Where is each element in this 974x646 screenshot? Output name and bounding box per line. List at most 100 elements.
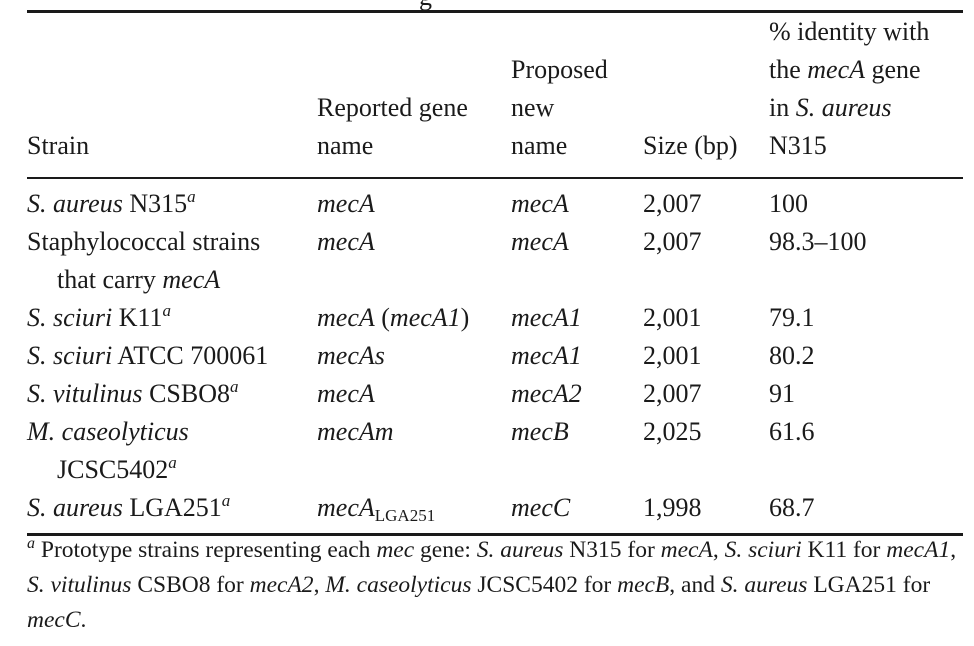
strain-line: S. sciuri K11a: [27, 299, 317, 337]
cell-percent-identity: 91: [769, 379, 795, 408]
cell-percent-identity: 98.3–100: [769, 227, 867, 256]
text-run: S. sciuri: [724, 537, 802, 563]
header-line: % identity with: [769, 13, 963, 51]
cell-strain: Staphylococcal strains that carry mecA: [27, 223, 317, 299]
text-run: mecAm: [317, 417, 394, 446]
text-run: mecA1: [389, 303, 461, 332]
header-proposed-new-name: Proposed new name: [511, 12, 643, 179]
text-run: .: [80, 607, 87, 633]
header-line: Reported gene: [317, 93, 468, 122]
text-run: gene: [865, 55, 921, 84]
header-line: name: [317, 131, 374, 160]
strain-line: S. aureus LGA251a: [27, 489, 317, 527]
table-row: S. vitulinus CSBO8a mecA mecA2 2,007 91: [27, 375, 963, 413]
text-run: N315: [122, 189, 188, 218]
cell-size: 2,001: [643, 341, 702, 370]
header-strain: Strain: [27, 12, 317, 179]
table-row: S. sciuri ATCC 700061 mecAs mecA1 2,001 80.2: [27, 337, 963, 375]
text-run: mecA2: [511, 379, 582, 408]
header-line: new: [511, 93, 555, 122]
strain-line: S. aureus N315a: [27, 185, 317, 223]
strain-line: S. sciuri ATCC 700061: [27, 337, 317, 375]
subscript-text: LGA251: [374, 506, 436, 525]
text-run: mecA1: [511, 303, 582, 332]
footnote-marker: a: [168, 453, 177, 472]
text-run: Prototype strains representing each: [35, 537, 377, 563]
cell-reported-gene-name: mecA: [317, 178, 511, 223]
text-run: mecB: [511, 417, 569, 446]
text-run: K11: [112, 303, 163, 332]
text-run: mecA: [511, 189, 569, 218]
text-run: N315 for: [563, 537, 661, 563]
text-run: mecA: [317, 379, 375, 408]
cell-reported-gene-name: mecAs: [317, 337, 511, 375]
text-run: S. aureus: [27, 493, 123, 522]
text-run: mecA: [162, 265, 221, 294]
text-run: mecA: [317, 227, 375, 256]
cell-strain: S. sciuri K11a: [27, 299, 317, 337]
text-run: ATCC 700061: [112, 341, 269, 370]
text-run: mecB: [617, 572, 670, 598]
text-run: S. vitulinus: [27, 379, 143, 408]
cell-percent-identity: 79.1: [769, 303, 815, 332]
text-run: ,: [712, 537, 725, 563]
cell-strain: S. aureus N315a: [27, 178, 317, 223]
text-run: mecC: [27, 607, 81, 633]
footnote-marker: a: [162, 301, 172, 320]
cell-reported-gene-name: mecA: [317, 375, 511, 413]
text-run: mecA: [317, 303, 375, 332]
text-run: S. sciuri: [27, 303, 113, 332]
table-body: S. aureus N315a mecA mecA 2,007 100 Staphyloc…: [27, 178, 963, 535]
header-size: Size (bp): [643, 12, 769, 179]
header-line: in S. aureus: [769, 89, 963, 127]
strain-line: M. caseolyticus: [27, 413, 317, 451]
strain-line: Staphylococcal strains: [27, 223, 317, 261]
cell-percent-identity: 61.6: [769, 417, 815, 446]
table-row: M. caseolyticus JCSC5402a mecAm mecB 2,025 61…: [27, 413, 963, 489]
cell-proposed-new-name: mecA1: [511, 337, 643, 375]
strain-line: S. vitulinus CSBO8a: [27, 375, 317, 413]
footnote-marker: a: [27, 535, 35, 552]
text-run: mecA: [511, 227, 569, 256]
text-run: S. aureus: [720, 572, 808, 598]
text-run: gene:: [414, 537, 477, 563]
cell-reported-gene-name: mecALGA251: [317, 489, 511, 535]
cell-reported-gene-name: mecAm: [317, 413, 511, 489]
header-line: the mecA gene: [769, 51, 963, 89]
text-run: S. sciuri: [27, 341, 113, 370]
text-run: mecA2: [249, 572, 314, 598]
text-run: the: [769, 55, 808, 84]
cell-reported-gene-name: mecA (mecA1): [317, 299, 511, 337]
footnote-marker: a: [187, 187, 196, 206]
cell-proposed-new-name: mecB: [511, 413, 643, 489]
cell-proposed-new-name: mecC: [511, 489, 643, 535]
table-title-partial: g: [419, 0, 432, 10]
cell-percent-identity: 100: [769, 189, 808, 218]
text-run: mecC: [511, 493, 571, 522]
cell-size: 2,025: [643, 417, 702, 446]
footnote-marker: a: [229, 377, 239, 396]
cell-percent-identity: 80.2: [769, 341, 815, 370]
mec-gene-table: Strain Reported gene name Proposed new name…: [27, 10, 963, 536]
strain-line: JCSC5402a: [27, 451, 317, 489]
text-run: S. aureus: [27, 189, 123, 218]
text-run: mecA1: [886, 537, 951, 563]
text-run: mecA: [317, 189, 375, 218]
text-run: % identity with: [769, 17, 930, 46]
cell-size: 2,001: [643, 303, 702, 332]
text-run: that carry: [57, 265, 163, 294]
text-run: , and: [669, 572, 721, 598]
cell-proposed-new-name: mecA1: [511, 299, 643, 337]
header-line: name: [511, 131, 568, 160]
cell-proposed-new-name: mecA: [511, 223, 643, 299]
text-run: (: [374, 303, 390, 332]
cell-size: 2,007: [643, 379, 702, 408]
table-footnote: a Prototype strains representing each me…: [27, 533, 963, 638]
text-run: LGA251 for: [807, 572, 931, 598]
cell-strain: M. caseolyticus JCSC5402a: [27, 413, 317, 489]
text-run: M. caseolyticus: [325, 572, 472, 598]
strain-line: that carry mecA: [27, 261, 317, 299]
text-run: ,: [313, 572, 326, 598]
text-run: in: [769, 93, 796, 122]
cell-size: 1,998: [643, 493, 702, 522]
